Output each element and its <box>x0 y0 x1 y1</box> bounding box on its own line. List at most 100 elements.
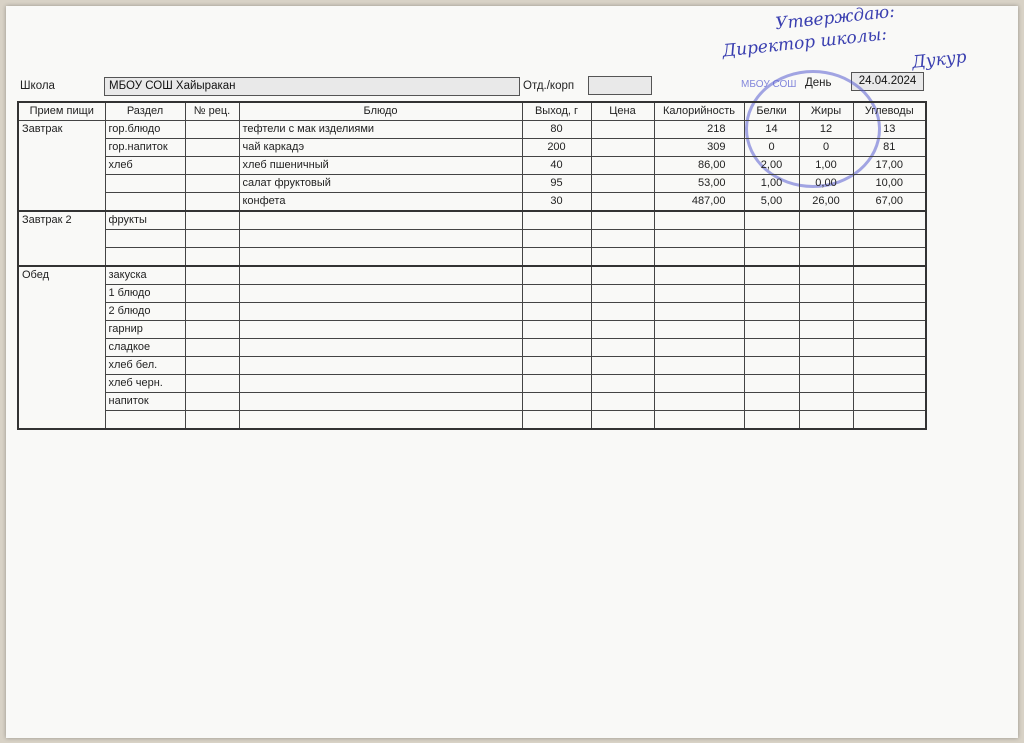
table-cell <box>798 247 854 267</box>
table-row <box>18 229 927 248</box>
table-cell: 309 <box>653 138 745 157</box>
table-cell: хлеб пшеничный <box>238 156 523 175</box>
column-header: Белки <box>743 101 800 121</box>
table-cell <box>590 229 655 248</box>
table-cell: фрукты <box>104 210 186 230</box>
table-cell: напиток <box>104 392 186 411</box>
table-cell: 10,00 <box>852 174 927 193</box>
table-cell <box>852 320 927 339</box>
table-row: хлеб хлеб пшеничный 40 86,00 2,00 1,00 17,00 <box>18 156 927 175</box>
table-cell <box>852 338 927 357</box>
table-cell <box>521 410 592 430</box>
table-cell: 14 <box>743 120 800 139</box>
school-field: МБОУ СОШ Хайыракан <box>104 77 520 96</box>
table-header: Прием пищи Раздел № рец. Блюдо Выход, г Цена К… <box>17 101 927 121</box>
table-cell <box>184 247 240 267</box>
table-cell <box>590 410 655 430</box>
table-row: Обед закуска <box>17 265 927 430</box>
day-field: 24.04.2024 <box>851 72 924 91</box>
table-cell: 2,00 <box>743 156 800 175</box>
table-row: конфета 30 487,00 5,00 26,00 67,00 <box>18 192 927 212</box>
table-cell <box>521 284 592 303</box>
table-cell <box>184 410 240 430</box>
table-cell <box>184 120 240 139</box>
table-cell <box>590 302 655 321</box>
table-cell <box>104 229 186 248</box>
table-cell <box>852 247 927 267</box>
table-row: хлеб черн. <box>18 374 927 393</box>
table-cell: гор.блюдо <box>104 120 186 139</box>
table-cell <box>743 320 800 339</box>
table-cell <box>521 229 592 248</box>
table-cell <box>184 374 240 393</box>
table-row: Завтрак 2 фрукты <box>17 210 927 267</box>
table-cell <box>521 265 592 285</box>
table-cell <box>238 229 523 248</box>
table-cell <box>852 210 927 230</box>
table-cell: 13 <box>852 120 927 139</box>
table-cell <box>852 229 927 248</box>
table-cell <box>653 392 745 411</box>
table-cell <box>104 247 186 267</box>
column-header: Калорийность <box>653 101 745 121</box>
table-cell <box>653 284 745 303</box>
table-cell <box>238 302 523 321</box>
table-cell <box>104 174 186 193</box>
table-cell <box>653 356 745 375</box>
table-cell: хлеб черн. <box>104 374 186 393</box>
table-cell <box>184 265 240 285</box>
table-cell <box>798 284 854 303</box>
table-cell <box>653 265 745 285</box>
table-cell <box>521 247 592 267</box>
table-cell <box>184 392 240 411</box>
table-cell <box>590 210 655 230</box>
table-cell <box>238 374 523 393</box>
table-cell: 0 <box>743 138 800 157</box>
table-cell <box>184 138 240 157</box>
table-cell <box>521 392 592 411</box>
table-cell <box>521 338 592 357</box>
table-cell <box>238 392 523 411</box>
table-cell <box>238 410 523 430</box>
table-cell <box>743 284 800 303</box>
table-cell: 2 блюдо <box>104 302 186 321</box>
table-cell <box>798 229 854 248</box>
table-cell: 1,00 <box>743 174 800 193</box>
stamp-text: МБОУ СОШ <box>741 79 797 90</box>
table-cell: 86,00 <box>653 156 745 175</box>
table-cell: 0,00 <box>798 174 854 193</box>
table-cell <box>653 247 745 267</box>
table-cell <box>238 320 523 339</box>
table-cell <box>238 210 523 230</box>
table-cell: 487,00 <box>653 192 745 212</box>
table-cell <box>590 356 655 375</box>
table-cell <box>798 302 854 321</box>
table-cell: гор.напиток <box>104 138 186 157</box>
table-cell <box>521 320 592 339</box>
table-cell <box>184 192 240 212</box>
table-cell <box>184 284 240 303</box>
table-cell <box>238 247 523 267</box>
table-cell <box>590 174 655 193</box>
table-cell <box>653 374 745 393</box>
table-cell <box>743 374 800 393</box>
table-cell: 1,00 <box>798 156 854 175</box>
table-cell <box>798 338 854 357</box>
table-cell <box>653 210 745 230</box>
table-cell <box>590 392 655 411</box>
table-cell <box>798 320 854 339</box>
table-cell: 95 <box>521 174 592 193</box>
table-cell <box>184 356 240 375</box>
table-cell <box>743 410 800 430</box>
column-header: Блюдо <box>238 101 523 121</box>
column-header: Выход, г <box>521 101 592 121</box>
table-cell <box>743 338 800 357</box>
table-cell <box>798 356 854 375</box>
table-cell <box>798 374 854 393</box>
table-cell <box>238 265 523 285</box>
table-row: салат фруктовый 95 53,00 1,00 0,00 10,00 <box>18 174 927 193</box>
table-cell <box>743 265 800 285</box>
table-cell <box>743 356 800 375</box>
table-cell: закуска <box>104 265 186 285</box>
table-row: сладкое <box>18 338 927 357</box>
